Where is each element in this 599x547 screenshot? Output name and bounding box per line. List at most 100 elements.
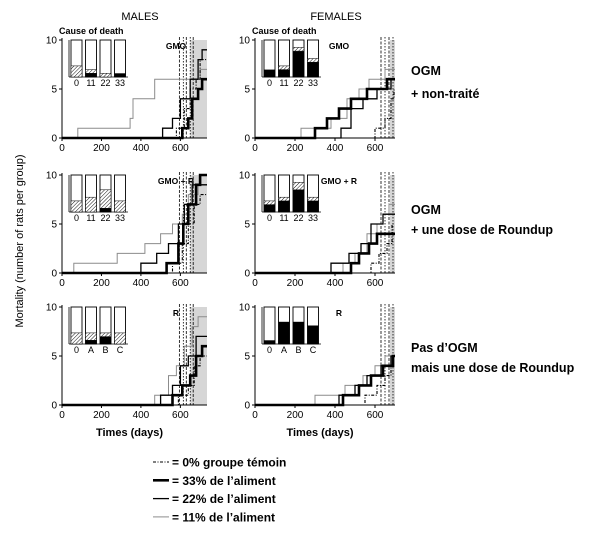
x-tick-label: 200: [287, 278, 304, 289]
inset-bar-hatched-segment: [99, 332, 112, 337]
inset-bar-solid-segment: [264, 204, 275, 212]
y-tick-label: 0: [244, 134, 250, 145]
x-tick-label: 600: [367, 143, 384, 154]
legend: = 0% groupe témoin = 33% de l’aliment = 22…: [153, 456, 286, 524]
survival-curve-33-percent: [62, 77, 207, 140]
legend-item-0-percent: = 0% groupe témoin: [153, 456, 286, 470]
inset-bar-hatched-segment: [85, 69, 97, 74]
x-tick-label: 200: [93, 143, 110, 154]
inset-category-label: B: [102, 345, 108, 355]
y-tick-label: 5: [244, 352, 250, 363]
survival-curve-22-percent: [62, 184, 207, 274]
y-tick-label: 0: [51, 134, 57, 145]
cause-of-death-inset-row1-males: 0 11 22 33 Cause of death: [59, 26, 128, 88]
y-tick-label: 0: [244, 401, 250, 412]
x-tick-label: 600: [367, 278, 384, 289]
survival-curve-22-percent: [255, 213, 395, 274]
column-header-females: FEMALES: [310, 11, 361, 23]
inset-category-label: 0: [74, 213, 79, 223]
inset-bar-hatched-segment: [307, 58, 319, 63]
cause-of-death-inset-row1-females: 0 11 22 33 Cause of death: [252, 26, 321, 88]
y-tick-label: 10: [239, 36, 251, 47]
row-annotations: OGM + non-traité OGM + une dose de Round…: [411, 64, 575, 375]
inset-bar-solid-segment: [114, 73, 126, 77]
inset-bar-solid-segment: [278, 69, 290, 77]
row-annotation-3-line-1: Pas d’OGM: [411, 341, 478, 355]
inset-category-label: C: [310, 345, 317, 355]
inset-category-label: 33: [115, 213, 125, 223]
x-tick-label: 0: [59, 143, 65, 154]
panel-label: GMO: [329, 41, 350, 51]
survival-curve-22-percent: [62, 335, 207, 406]
inset-title: Cause of death: [59, 26, 124, 36]
inset-category-label: 33: [308, 78, 318, 88]
y-tick-label: 10: [46, 171, 58, 182]
y-tick-label: 0: [51, 269, 57, 280]
survival-curve-22-percent: [255, 355, 395, 406]
inset-category-label: 0: [74, 345, 79, 355]
x-tick-label: 0: [252, 143, 258, 154]
panel-label: GMO: [166, 41, 187, 51]
legend-label: = 33% de l’aliment: [172, 474, 276, 488]
survival-curve-33-percent: [62, 344, 207, 407]
inset-category-label: 11: [279, 213, 288, 223]
x-tick-label: 200: [93, 410, 110, 421]
inset-bar-hatched-segment: [307, 196, 319, 202]
inset-category-label: 22: [100, 78, 110, 88]
y-tick-label: 10: [239, 171, 251, 182]
legend-label: = 0% groupe témoin: [172, 456, 286, 470]
inset-bar-solid-segment: [100, 336, 111, 344]
x-tick-label: 0: [59, 278, 65, 289]
inset-bar-hatched-segment: [70, 332, 83, 345]
survival-curve-33-percent: [255, 232, 395, 275]
inset-bar-solid-segment: [293, 189, 304, 212]
inset-category-label: 33: [115, 78, 125, 88]
legend-label: = 22% de l’aliment: [172, 492, 276, 506]
inset-bar-solid-segment: [85, 73, 97, 77]
y-tick-label: 0: [51, 401, 57, 412]
x-tick-label: 400: [133, 410, 150, 421]
shaded-region: [190, 175, 207, 273]
inset-category-label: 11: [86, 213, 95, 223]
panel-label: R: [336, 308, 342, 318]
row-annotation-2-line-2: + une dose de Roundup: [411, 223, 553, 237]
survival-curve-0-percent: [62, 355, 207, 406]
x-tick-label: 0: [252, 278, 258, 289]
inset-bar-solid-segment: [264, 340, 275, 344]
inset-bar-solid-segment: [100, 208, 111, 212]
survival-curve-33-percent: [255, 77, 395, 140]
inset-bar-solid-segment: [307, 62, 319, 77]
inset-bar-hatched-segment: [85, 332, 97, 341]
legend-item-33-percent: = 33% de l’aliment: [153, 474, 276, 488]
y-tick-label: 5: [51, 220, 57, 231]
inset-category-label: A: [88, 345, 94, 355]
inset-category-label: B: [295, 345, 301, 355]
survival-panel-row2-females: 0 5 10 0 200 400 600 GMO + R 0 11 22 33: [239, 171, 395, 289]
inset-bar-hatched-segment: [278, 196, 290, 202]
y-tick-label: 10: [46, 36, 58, 47]
inset-bar-solid-segment: [293, 321, 304, 344]
inset-category-label: 11: [279, 78, 288, 88]
inset-bar-hatched-segment: [99, 73, 112, 78]
inset-bar-hatched-segment: [114, 200, 126, 213]
row-annotation-1-line-2: + non-traité: [411, 87, 479, 101]
survival-curve-0-percent: [62, 194, 207, 274]
y-tick-label: 5: [51, 85, 57, 96]
y-tick-label: 10: [239, 303, 251, 314]
column-header-males: MALES: [121, 11, 158, 23]
inset-category-label: 0: [74, 78, 79, 88]
inset-bar-solid-segment: [85, 340, 97, 344]
inset-category-label: 11: [86, 78, 95, 88]
cause-of-death-inset-row2-females: 0 11 22 33: [261, 174, 321, 223]
inset-category-label: A: [281, 345, 287, 355]
shaded-region: [390, 40, 395, 138]
inset-bar-hatched-segment: [278, 65, 290, 70]
survival-curve-33-percent: [255, 354, 395, 407]
inset-category-label: 0: [267, 213, 272, 223]
survival-curve-11-percent: [255, 355, 395, 406]
x-tick-label: 600: [172, 278, 189, 289]
inset-bar-hatched-segment: [85, 196, 97, 213]
